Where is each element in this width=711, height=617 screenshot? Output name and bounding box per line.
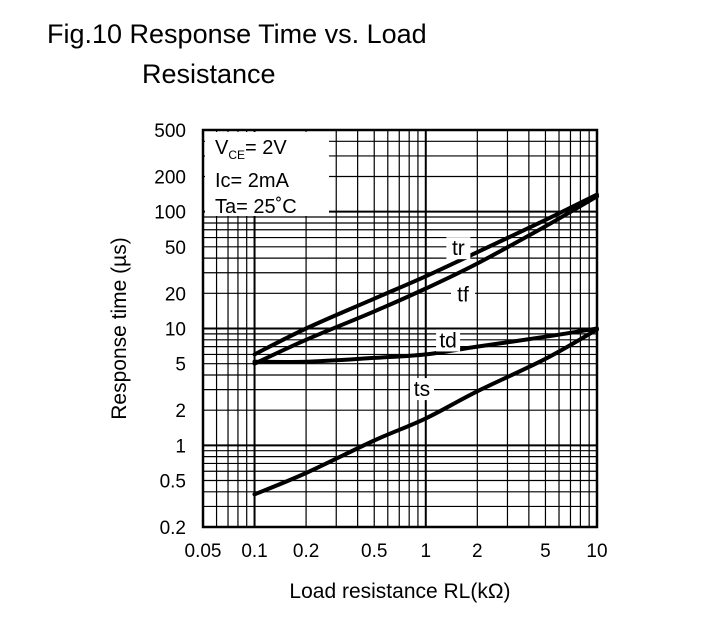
y-tick-label: 500 [154,121,186,142]
test-conditions-box: VCE= 2V Ic= 2mA Ta= 25˚C [205,132,329,218]
y-tick-label: 100 [154,203,186,224]
series-label-bg [446,237,471,260]
x-tick-label: 1 [420,541,431,562]
ta-condition: Ta= 25˚C [215,196,297,218]
series-line-tr [252,192,599,357]
ic-condition: Ic= 2mA [215,170,289,192]
y-tick-label: 0.2 [160,518,186,539]
x-axis-label: Load resistance RL(kΩ) [289,580,510,603]
x-tick-label: 0.5 [361,541,387,562]
series-label-tr: tr [452,237,465,260]
chart-axis-labels: Load resistance RL(kΩ) Response time (µs) [108,237,511,603]
vce-condition: VCE= 2V [215,137,287,162]
y-tick-label: 20 [165,284,186,305]
series-label-ts: ts [414,378,430,401]
y-tick-label: 1 [175,436,186,457]
series-label-bg [451,283,476,306]
series-line-td [252,326,599,364]
y-tick-label: 10 [165,320,186,341]
series-label-td: td [439,329,457,352]
y-tick-label: 5 [175,355,186,376]
y-tick-label: 0.5 [160,472,186,493]
chart-title-line2: Resistance [142,59,276,89]
x-tick-label: 10 [586,541,607,562]
x-tick-label: 5 [540,541,551,562]
x-tick-label: 0.1 [241,541,267,562]
y-tick-label: 50 [165,238,186,259]
x-tick-label: 0.2 [293,541,319,562]
x-tick-label: 2 [472,541,483,562]
series-line-tf [252,194,599,366]
chart-ticks: 0.05 0.1 0.2 0.5 1 2 5 10 500 200 100 50 20 10 5 2 1 0.5 0… [154,121,607,562]
x-tick-label: 0.05 [185,541,222,562]
y-tick-label: 200 [154,167,186,188]
chart-title-line1: Fig.10 Response Time vs. Load [47,19,427,49]
series-label-bg [409,378,434,401]
chart-title: Fig.10 Response Time vs. Load Resistance [47,14,427,94]
series-line-ts [252,327,599,497]
y-tick-label: 2 [175,401,186,422]
series-label-tf: tf [457,284,469,307]
y-axis-label: Response time (µs) [108,237,131,420]
series-label-bg [436,329,461,352]
